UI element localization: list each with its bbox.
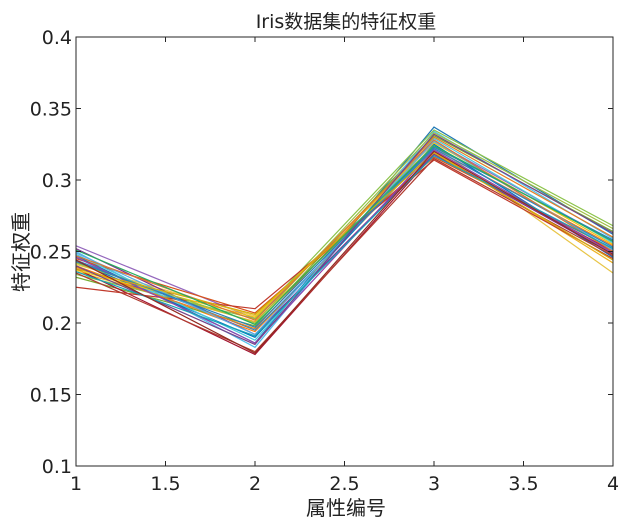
x-tick-label-5: 3 [428,473,440,495]
y-tick-label-5: 0.3 [42,170,72,192]
y-tick-label-1: 0.1 [42,456,72,478]
ticks-layer: 1 1.5 2 2.5 3 3.5 4 0.1 0.15 0.2 0.25 0.3 0.35 0.4 [30,27,619,495]
y-tick-label-3: 0.2 [42,313,72,335]
series-line-24 [75,152,614,316]
x-tick-label-3: 2 [249,473,261,495]
y-tick-label-7: 0.4 [42,27,72,49]
x-tick-label-1: 1 [70,473,82,495]
x-tick-label-6: 3.5 [508,473,538,495]
x-tick-label-2: 1.5 [150,473,180,495]
series-line-26 [75,144,614,326]
y-tick-label-6: 0.35 [30,99,72,121]
y-tick-label-2: 0.15 [30,385,72,407]
y-axis-label: 特征权重 [9,212,33,292]
chart-title: Iris数据集的特征权重 [256,11,437,33]
series-line-8 [75,143,614,339]
x-tick-label-7: 4 [607,473,619,495]
x-axis-label: 属性编号 [306,496,386,520]
series-line-21 [75,157,614,353]
x-tick-label-4: 2.5 [329,473,359,495]
y-tick-label-4: 0.25 [30,242,72,264]
series-line-27 [75,154,614,337]
series-line-23 [75,139,614,321]
series-line-25 [75,133,614,346]
series-line-28 [75,150,614,354]
series-line-19 [75,132,614,324]
series-layer [75,126,614,356]
series-line-12 [75,129,614,320]
